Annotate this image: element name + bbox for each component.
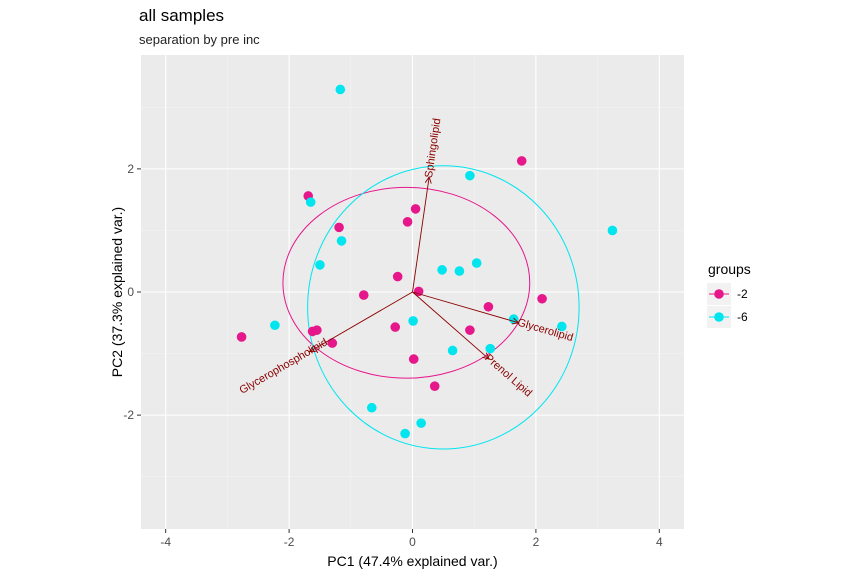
data-point-group--2 [390, 322, 401, 332]
y-tick-label: 2 [127, 162, 134, 176]
loading-arrow [412, 291, 519, 324]
data-point-group--6 [508, 314, 519, 324]
y-axis-title: PC2 (37.3% explained var.) [109, 207, 125, 377]
data-point-group--6 [485, 343, 496, 354]
y-tick-label: -2 [123, 408, 134, 422]
data-point-group--6 [336, 236, 347, 246]
data-point-group--2 [358, 290, 369, 300]
x-axis-title: PC1 (47.4% explained var.) [327, 553, 497, 569]
data-point-group--2 [402, 217, 413, 227]
data-point-group--2 [537, 293, 547, 304]
data-point-group--2 [236, 332, 247, 342]
data-point-group--2 [465, 325, 475, 335]
data-point-group--6 [270, 320, 280, 331]
data-point-group--6 [400, 428, 410, 439]
legend-label: -6 [737, 310, 748, 324]
data-point-group--6 [607, 225, 618, 236]
loading-arrow [309, 291, 413, 353]
x-tick-label: 2 [533, 535, 540, 549]
data-point-group--2 [410, 204, 421, 214]
x-tick-label: -4 [160, 535, 171, 549]
data-point-group--2 [413, 286, 424, 297]
data-point-group--6 [305, 197, 316, 207]
data-point-group--2 [429, 381, 440, 391]
data-point-group--6 [557, 321, 567, 332]
confidence-ellipses [282, 165, 580, 450]
ellipse-group--6 [307, 165, 580, 450]
loading-arrowhead [424, 175, 432, 184]
data-point-group--6 [447, 345, 458, 356]
loading-arrowhead [511, 317, 520, 325]
data-point-group--2 [392, 271, 403, 282]
data-point-group--6 [437, 265, 447, 275]
legend-title: groups [708, 261, 751, 277]
data-point-group--2 [327, 338, 338, 348]
x-tick-label: 4 [656, 535, 663, 549]
data-point-group--2 [483, 301, 494, 312]
legend-key-point [714, 289, 724, 299]
data-point-group--6 [471, 258, 482, 268]
data-point-group--6 [315, 260, 325, 270]
legend: groups -2 -6 [707, 261, 751, 328]
legend-label: -2 [737, 287, 748, 301]
loading-arrow [412, 291, 490, 360]
x-tick-label: -2 [284, 535, 295, 549]
data-point-group--6 [366, 402, 377, 413]
loading-arrow [412, 176, 430, 293]
legend-key-point [714, 312, 724, 322]
data-point-group--6 [408, 316, 418, 326]
data-point-group--2 [312, 325, 322, 335]
y-tick-label: 0 [127, 285, 134, 299]
data-point-group--6 [416, 418, 426, 428]
grid-major [141, 55, 684, 529]
chart-title: all samples [139, 6, 225, 25]
data-point-group--2 [334, 222, 344, 233]
data-point-group--2 [516, 156, 527, 166]
data-point-group--6 [335, 84, 346, 95]
data-point-group--6 [465, 170, 475, 181]
chart-subtitle: separation by pre inc [139, 32, 260, 47]
loading-arrowhead [308, 345, 317, 353]
axis-ticks: -4 -2 0 2 4 -2 0 2 [123, 162, 663, 549]
data-point-group--6 [454, 266, 465, 276]
ellipse-group--2 [282, 186, 531, 379]
sample-points [236, 84, 618, 439]
x-tick-label: 0 [409, 535, 416, 549]
loading-arrowhead [482, 352, 490, 360]
data-point-group--2 [408, 354, 419, 364]
